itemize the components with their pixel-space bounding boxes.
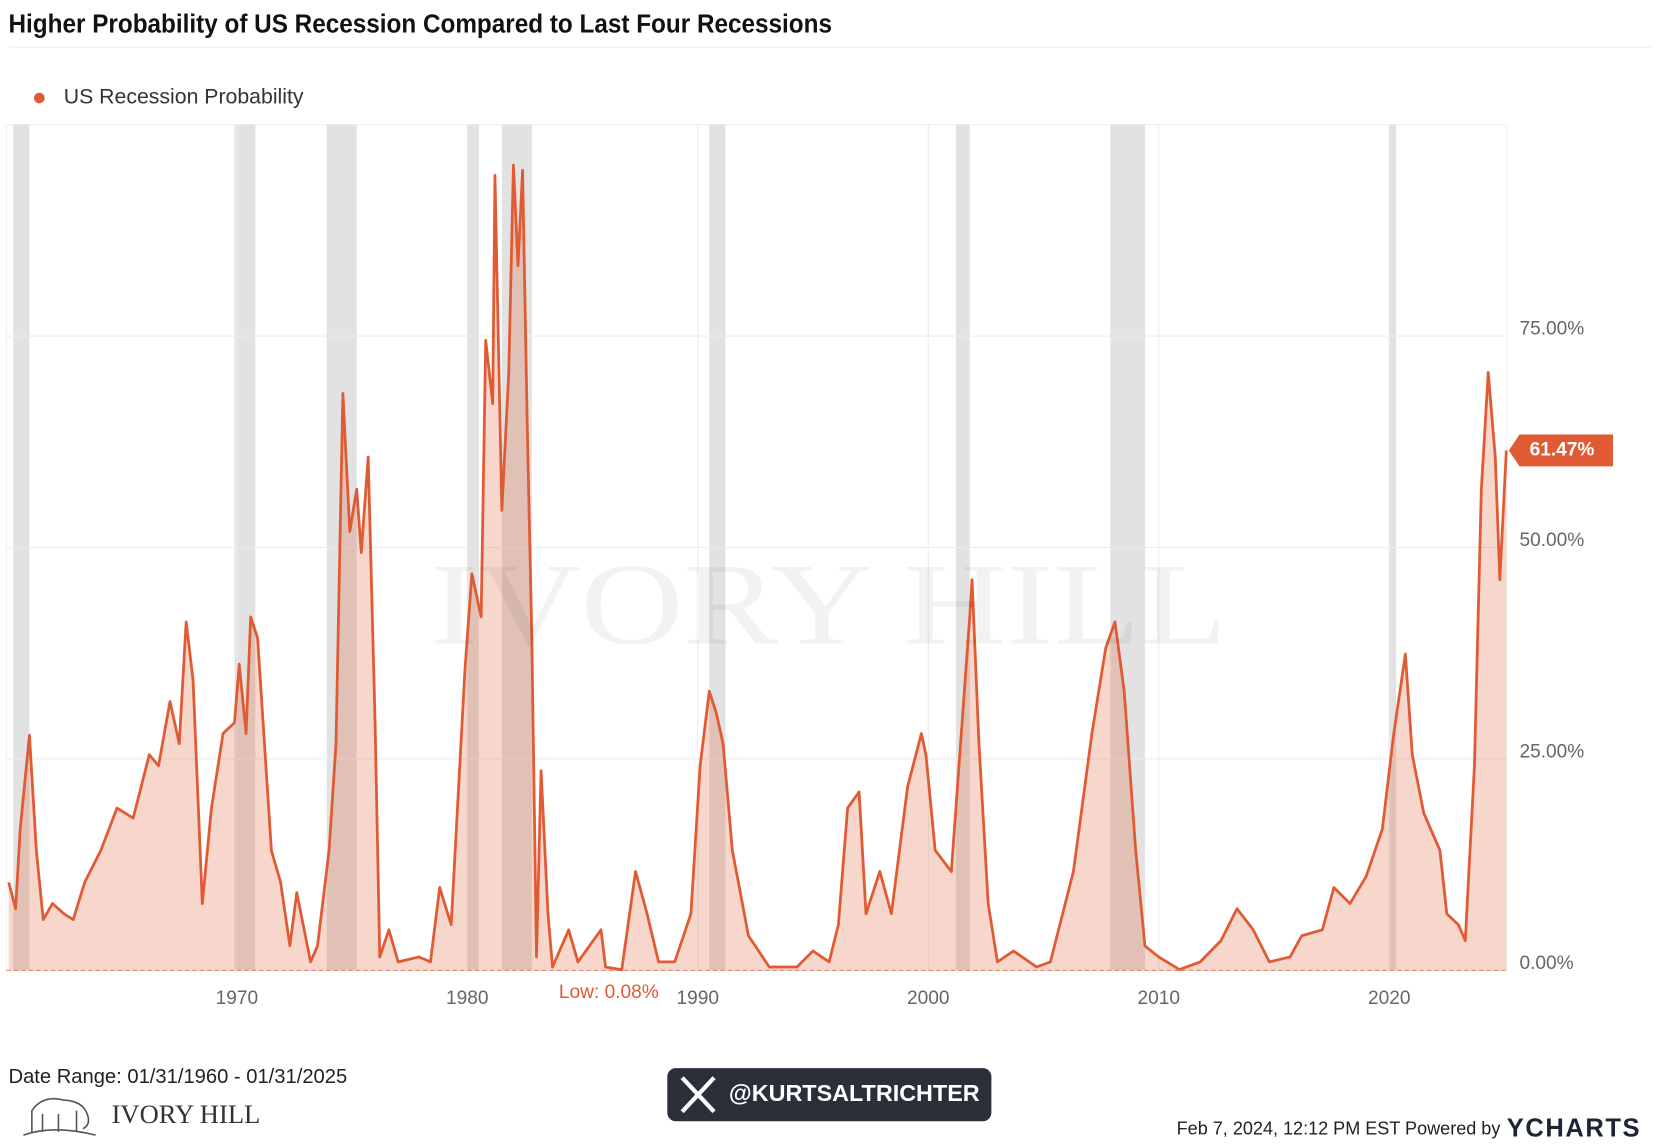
chart-title: Higher Probability of US Recession Compa… bbox=[9, 11, 832, 39]
footer: Feb 7, 2024, 12:12 PM EST Powered by bbox=[1177, 1119, 1501, 1139]
area-fill bbox=[8, 165, 1507, 971]
last-value-label: 61.47% bbox=[1530, 440, 1595, 461]
y-tick-label: 50.00% bbox=[1519, 530, 1584, 551]
x-tick-label: 2010 bbox=[1137, 988, 1180, 1009]
x-tick-label: 1980 bbox=[446, 988, 489, 1009]
handle: @KURTSALTRICHTER bbox=[729, 1080, 980, 1106]
series-line bbox=[7, 163, 1508, 972]
handle-box bbox=[667, 1068, 992, 1122]
logo-icon bbox=[23, 1097, 96, 1136]
brand: YCHARTS bbox=[1507, 1115, 1641, 1143]
x-tick-label: 1970 bbox=[216, 988, 259, 1009]
legend-label: US Recession Probability bbox=[64, 85, 304, 109]
y-tick-label: 25.00% bbox=[1519, 742, 1584, 763]
legend-marker bbox=[34, 92, 45, 104]
date-range: Date Range: 01/31/1960 - 01/31/2025 bbox=[9, 1066, 348, 1088]
logo-text: IVORY HILL bbox=[112, 1099, 261, 1129]
x-tick-label: 2020 bbox=[1368, 988, 1411, 1009]
x-icon bbox=[680, 1076, 716, 1114]
x-tick-label: 2000 bbox=[907, 988, 950, 1009]
low-annotation: Low: 0.08% bbox=[559, 982, 659, 1003]
watermark: IVORY HILL bbox=[430, 540, 1227, 669]
last-value-badge bbox=[1508, 434, 1613, 467]
plot-area: 0.00% 25.00% 50.00% 75.00% 1970 1980 1990 2000 2… bbox=[5, 124, 1584, 1009]
x-tick-label: 1990 bbox=[677, 988, 720, 1009]
y-tick-label: 0.00% bbox=[1519, 953, 1573, 974]
y-tick-label: 75.00% bbox=[1519, 319, 1584, 340]
